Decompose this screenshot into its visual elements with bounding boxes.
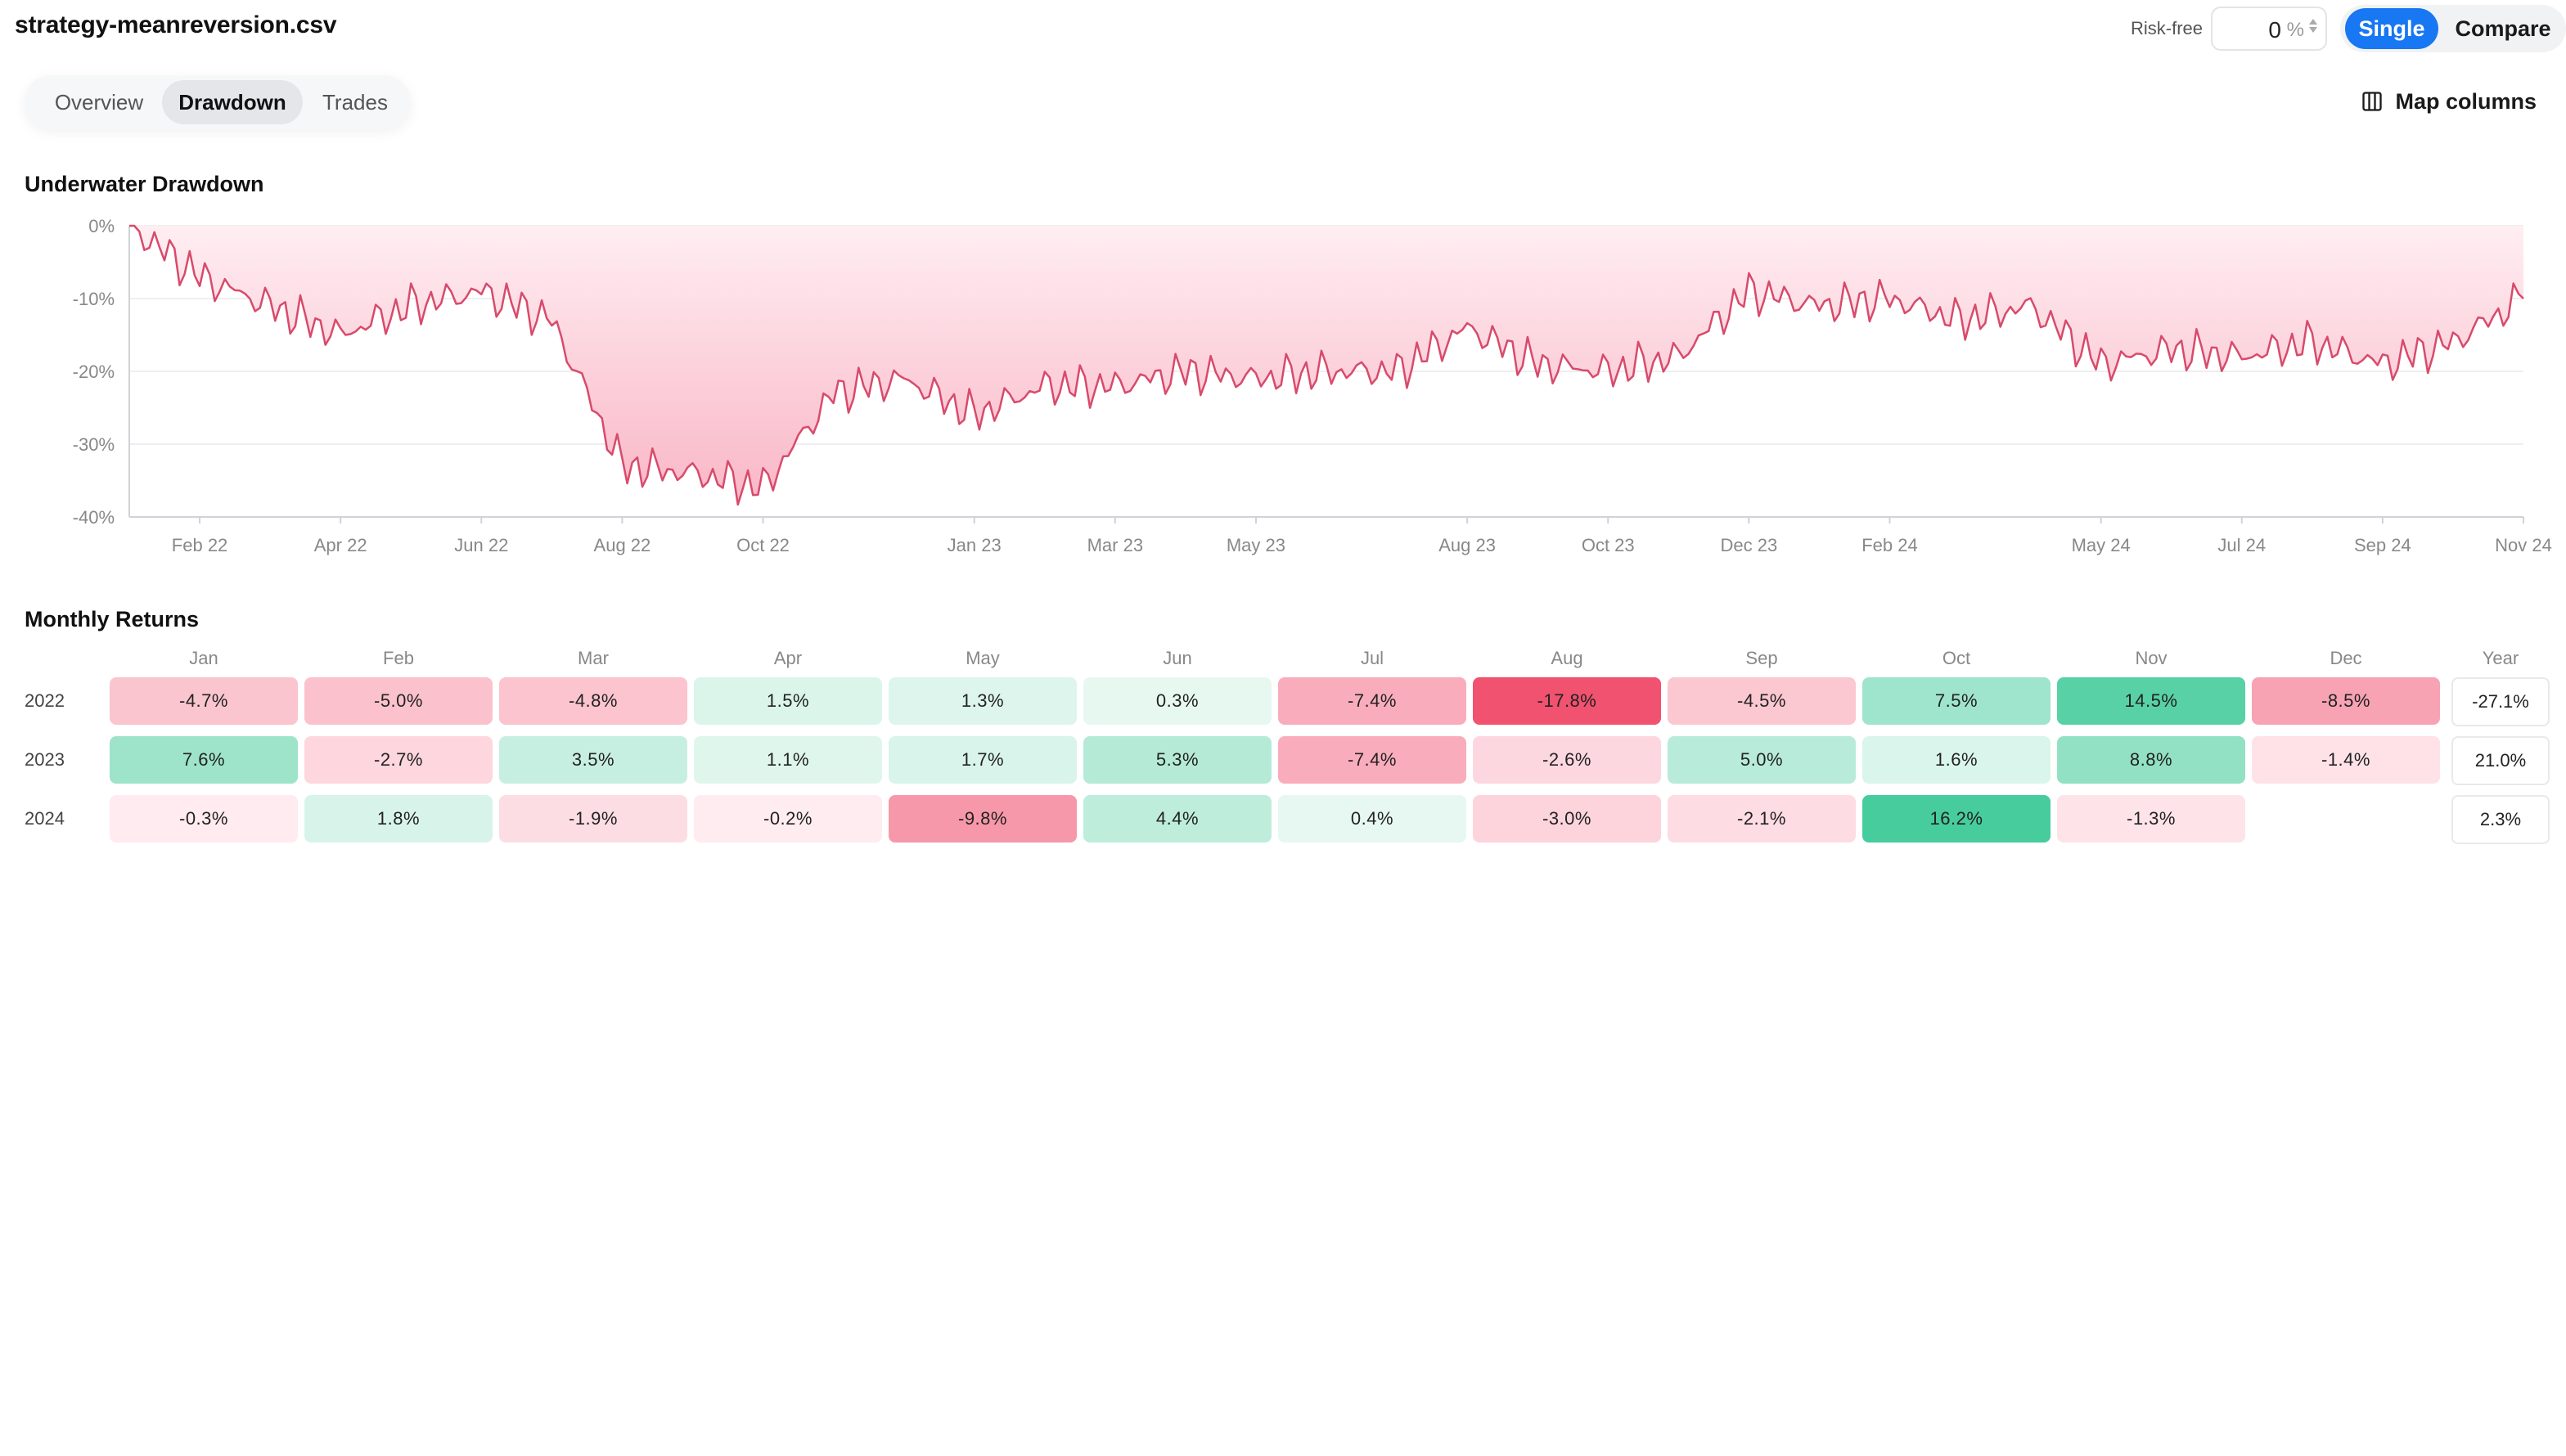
monthly-return-cell: 16.2% — [1862, 795, 2051, 843]
risk-free-label: Risk-free — [2130, 18, 2203, 38]
monthly-return-cell: -4.8% — [499, 677, 687, 725]
x-tick-label: May 23 — [1227, 535, 1285, 555]
monthly-return-cell: 14.5% — [2057, 677, 2245, 725]
mode-compare-button[interactable]: Compare — [2455, 16, 2551, 41]
monthly-return-cell: 1.5% — [694, 677, 882, 725]
y-tick-label: -30% — [73, 434, 115, 455]
x-tick-label: Oct 23 — [1582, 535, 1635, 555]
month-header: Jan — [189, 648, 218, 668]
month-header: Aug — [1551, 648, 1583, 668]
x-tick-label: Apr 22 — [314, 535, 367, 555]
x-tick-label: Jun 22 — [454, 535, 508, 555]
x-tick-label: May 24 — [2072, 535, 2131, 555]
risk-free-unit: % — [2286, 19, 2304, 41]
monthly-return-cell: -17.8% — [1473, 677, 1661, 725]
year-label: 2022 — [25, 690, 65, 711]
monthly-return-cell: -4.5% — [1668, 677, 1856, 725]
monthly-return-cell: -9.8% — [889, 795, 1077, 843]
monthly-return-cell: 0.4% — [1278, 795, 1466, 843]
stepper-down-icon[interactable] — [2309, 27, 2317, 33]
monthly-return-cell: 7.6% — [110, 736, 298, 784]
monthly-return-cell: 1.8% — [304, 795, 493, 843]
y-tick-label: -20% — [73, 362, 115, 382]
x-tick-label: Jan 23 — [948, 535, 1002, 555]
stepper-up-icon[interactable] — [2309, 19, 2317, 25]
month-header: Sep — [1745, 648, 1778, 668]
map-columns-button[interactable]: Map columns — [2361, 85, 2537, 118]
x-tick-label: Jul 24 — [2217, 535, 2266, 555]
mode-toggle: Single Compare — [2340, 5, 2566, 52]
monthly-return-cell: -1.3% — [2057, 795, 2245, 843]
columns-icon — [2362, 92, 2383, 111]
year-label: 2023 — [25, 749, 65, 770]
risk-free-stepper[interactable] — [2307, 16, 2319, 43]
monthly-return-cell: -2.7% — [304, 736, 493, 784]
month-header: Feb — [383, 648, 414, 668]
month-header: Mar — [578, 648, 609, 668]
monthly-return-cell: 1.3% — [889, 677, 1077, 725]
map-columns-label: Map columns — [2395, 88, 2537, 114]
y-tick-label: -10% — [73, 289, 115, 309]
monthly-return-cell: -8.5% — [2252, 677, 2440, 725]
month-header: Oct — [1942, 648, 1971, 668]
x-tick-label: Feb 22 — [172, 535, 228, 555]
x-tick-label: Feb 24 — [1861, 535, 1918, 555]
monthly-return-cell: -7.4% — [1278, 677, 1466, 725]
x-tick-label: Mar 23 — [1087, 535, 1143, 555]
monthly-return-cell: 7.5% — [1862, 677, 2051, 725]
monthly-return-cell: -1.9% — [499, 795, 687, 843]
monthly-return-cell: -2.6% — [1473, 736, 1661, 784]
risk-free-value[interactable]: 0 — [2268, 17, 2281, 43]
monthly-return-cell: 3.5% — [499, 736, 687, 784]
month-header: Nov — [2135, 648, 2168, 668]
month-header: Dec — [2330, 648, 2362, 668]
monthly-return-cell: -2.1% — [1668, 795, 1856, 843]
tab-drawdown[interactable]: Drawdown — [162, 80, 303, 124]
tab-overview[interactable]: Overview — [54, 90, 144, 115]
view-tabs: Overview Drawdown Trades — [25, 75, 411, 129]
monthly-return-cell: 8.8% — [2057, 736, 2245, 784]
monthly-return-cell: 1.1% — [694, 736, 882, 784]
year-total-cell: -27.1% — [2451, 677, 2550, 726]
x-tick-label: Oct 22 — [736, 535, 790, 555]
month-header: Apr — [773, 648, 803, 668]
monthly-return-cell: -3.0% — [1473, 795, 1661, 843]
monthly-return-cell: -4.7% — [110, 677, 298, 725]
monthly-return-cell: -5.0% — [304, 677, 493, 725]
monthly-return-cell: 0.3% — [1083, 677, 1272, 725]
monthly-return-cell: -0.3% — [110, 795, 298, 843]
year-total-cell: 2.3% — [2451, 795, 2550, 844]
monthly-return-cell: -1.4% — [2252, 736, 2440, 784]
drawdown-chart: 0% -10% -20% -30% -40% Feb 22 Apr 22 Jun 22 Aug … — [73, 216, 2552, 555]
monthly-return-cell: -0.2% — [694, 795, 882, 843]
mode-single-button[interactable]: Single — [2345, 8, 2438, 49]
risk-free-input[interactable]: 0 % — [2211, 7, 2327, 51]
monthly-return-cell: 5.3% — [1083, 736, 1272, 784]
month-header: Jul — [1360, 648, 1384, 668]
file-name-title: strategy-meanreversion.csv — [15, 11, 337, 38]
x-tick-label: Aug 22 — [594, 535, 651, 555]
monthly-return-cell: 1.6% — [1862, 736, 2051, 784]
month-header: May — [966, 648, 1000, 668]
tab-trades[interactable]: Trades — [322, 90, 388, 115]
year-total-header: Year — [2482, 648, 2519, 668]
y-tick-label: 0% — [88, 216, 115, 236]
year-total-cell: 21.0% — [2451, 736, 2550, 785]
x-tick-label: Dec 23 — [1720, 535, 1777, 555]
monthly-return-cell: 1.7% — [889, 736, 1077, 784]
year-label: 2024 — [25, 808, 65, 829]
month-header: Jun — [1163, 648, 1192, 668]
y-tick-label: -40% — [73, 507, 115, 528]
drawdown-area — [129, 226, 2523, 505]
monthly-return-cell: 5.0% — [1668, 736, 1856, 784]
x-tick-label: Nov 24 — [2495, 535, 2552, 555]
drawdown-line — [129, 224, 2524, 506]
drawdown-section-title: Underwater Drawdown — [25, 172, 264, 196]
x-tick-label: Aug 23 — [1438, 535, 1496, 555]
monthly-return-cell: -7.4% — [1278, 736, 1466, 784]
monthly-return-cell: 4.4% — [1083, 795, 1272, 843]
monthly-returns-title: Monthly Returns — [25, 607, 199, 631]
x-tick-label: Sep 24 — [2354, 535, 2411, 555]
